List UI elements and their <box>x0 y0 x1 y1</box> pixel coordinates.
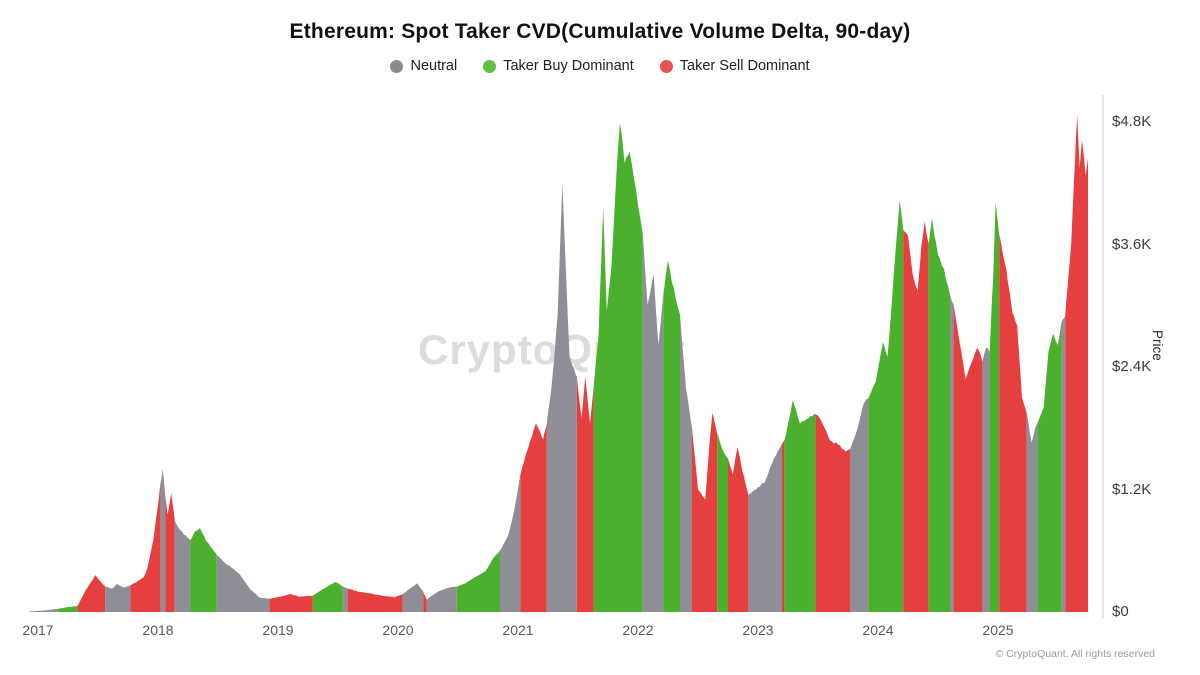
x-tick-label: 2018 <box>142 622 174 638</box>
area-segment-neutral[interactable] <box>426 586 457 612</box>
area-segment-buy[interactable] <box>456 550 500 612</box>
neutral-color-dot-icon <box>390 59 404 73</box>
x-tick-label: 2021 <box>502 622 534 638</box>
area-segment-neutral[interactable] <box>950 295 954 612</box>
area-segment-sell[interactable] <box>953 304 983 612</box>
area-segment-neutral[interactable] <box>1061 315 1066 612</box>
area-segment-neutral[interactable] <box>546 183 577 612</box>
x-tick-label: 2025 <box>982 622 1014 638</box>
area-segment-sell[interactable] <box>130 483 161 613</box>
area-segment-sell[interactable] <box>999 234 1027 613</box>
legend-label-taker-sell: Taker Sell Dominant <box>679 58 810 74</box>
area-segment-buy[interactable] <box>593 123 643 612</box>
area-segment-neutral[interactable] <box>216 555 270 612</box>
area-segment-buy[interactable] <box>312 582 343 612</box>
area-segment-neutral[interactable] <box>500 474 521 612</box>
area-segment-buy[interactable] <box>717 434 728 612</box>
area-segment-buy[interactable] <box>868 200 904 612</box>
area-segment-buy[interactable] <box>784 400 816 612</box>
y-tick-label: $1.2K <box>1112 480 1152 498</box>
area-segment-neutral[interactable] <box>105 583 131 612</box>
legend-item-taker-buy[interactable]: Taker Buy Dominant <box>483 58 634 74</box>
copyright-footer: © CryptoQuant. All rights reserved <box>995 648 1155 660</box>
area-segment-neutral[interactable] <box>174 519 191 612</box>
area-segment-neutral[interactable] <box>850 398 869 612</box>
x-tick-label: 2022 <box>622 622 654 638</box>
x-tick-label: 2023 <box>742 622 774 638</box>
area-segment-sell[interactable] <box>728 446 749 612</box>
area-segment-sell[interactable] <box>165 492 175 612</box>
area-segment-neutral[interactable] <box>982 348 990 612</box>
area-segment-neutral[interactable] <box>160 468 166 612</box>
area-segment-buy[interactable] <box>928 217 950 612</box>
area-segment-buy[interactable] <box>190 528 217 612</box>
area-segment-buy[interactable] <box>1037 321 1062 612</box>
area-segment-neutral[interactable] <box>1026 413 1038 612</box>
area-segment-neutral[interactable] <box>402 583 424 612</box>
area-segment-sell[interactable] <box>423 591 427 612</box>
legend-item-taker-sell[interactable]: Taker Sell Dominant <box>659 58 810 74</box>
area-segment-sell[interactable] <box>782 440 785 612</box>
legend: Neutral Taker Buy Dominant Taker Sell Do… <box>0 58 1200 74</box>
legend-label-taker-buy: Taker Buy Dominant <box>503 58 634 74</box>
area-segment-buy[interactable] <box>663 260 680 613</box>
area-segment-neutral[interactable] <box>748 443 782 612</box>
area-segment-sell[interactable] <box>1065 114 1088 613</box>
x-tick-label: 2017 <box>22 622 54 638</box>
area-segment-neutral[interactable] <box>342 586 348 613</box>
y-tick-label: $3.6K <box>1112 235 1152 253</box>
area-segment-sell[interactable] <box>269 594 313 612</box>
area-segment-neutral[interactable] <box>680 314 692 612</box>
chart-title: Ethereum: Spot Taker CVD(Cumulative Volu… <box>289 20 911 43</box>
area-segment-buy[interactable] <box>989 202 1000 613</box>
area-segment-sell[interactable] <box>520 423 547 612</box>
area-segment-buy[interactable] <box>57 605 78 612</box>
area-segment-sell[interactable] <box>576 376 594 612</box>
legend-label-neutral: Neutral <box>410 58 458 74</box>
x-tick-label: 2024 <box>862 622 894 638</box>
area-segment-sell[interactable] <box>815 413 851 612</box>
x-tick-label: 2019 <box>262 622 294 638</box>
area-segment-sell[interactable] <box>692 412 718 612</box>
x-tick-label: 2020 <box>382 622 414 638</box>
area-segment-neutral[interactable] <box>29 609 58 612</box>
y-tick-label: $2.4K <box>1112 358 1152 375</box>
legend-item-neutral[interactable]: Neutral <box>390 58 457 74</box>
area-segment-neutral[interactable] <box>642 234 664 613</box>
taker-buy-color-dot-icon <box>483 59 497 73</box>
y-axis-title: Price <box>1150 330 1165 361</box>
area-segment-sell[interactable] <box>77 575 106 612</box>
area-segment-sell[interactable] <box>903 221 929 612</box>
area-segment-sell[interactable] <box>347 588 403 613</box>
taker-sell-color-dot-icon <box>659 59 673 73</box>
y-tick-label: $0 <box>1112 603 1129 620</box>
y-tick-label: $4.8K <box>1112 113 1152 130</box>
